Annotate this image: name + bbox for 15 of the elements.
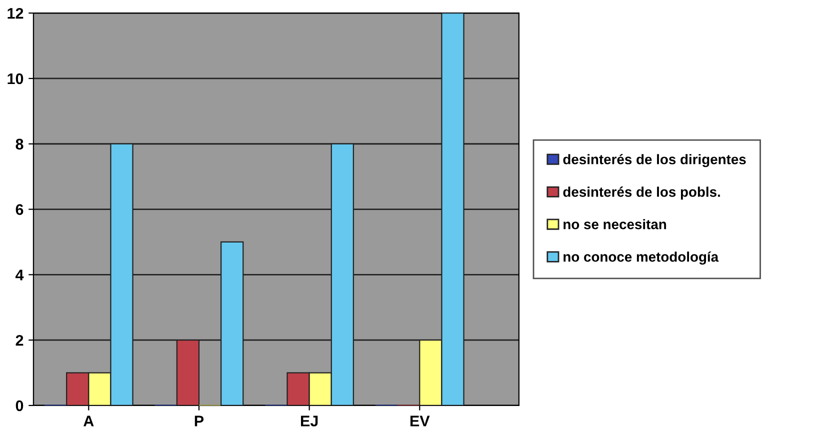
x-tick-label: EJ	[300, 416, 318, 426]
x-tick-label: P	[194, 416, 204, 426]
x-tick-label: EV	[410, 416, 430, 426]
legend-label: desinterés de los dirigentes	[563, 154, 746, 168]
x-tick-label: A	[84, 416, 94, 426]
y-tick-label: 10	[8, 73, 24, 84]
legend-label: desinterés de los pobls.	[563, 186, 720, 200]
y-tick-label: 6	[16, 204, 24, 215]
y-tick-label: 8	[16, 138, 24, 150]
y-tick-label: 0	[16, 400, 24, 412]
legend-label: no se necesitan	[564, 219, 666, 230]
y-tick-label: 4	[15, 270, 24, 280]
legend-label: no conoce metodología	[564, 251, 719, 265]
y-tick-label: 12	[8, 8, 24, 19]
y-tick-label: 2	[16, 334, 24, 346]
